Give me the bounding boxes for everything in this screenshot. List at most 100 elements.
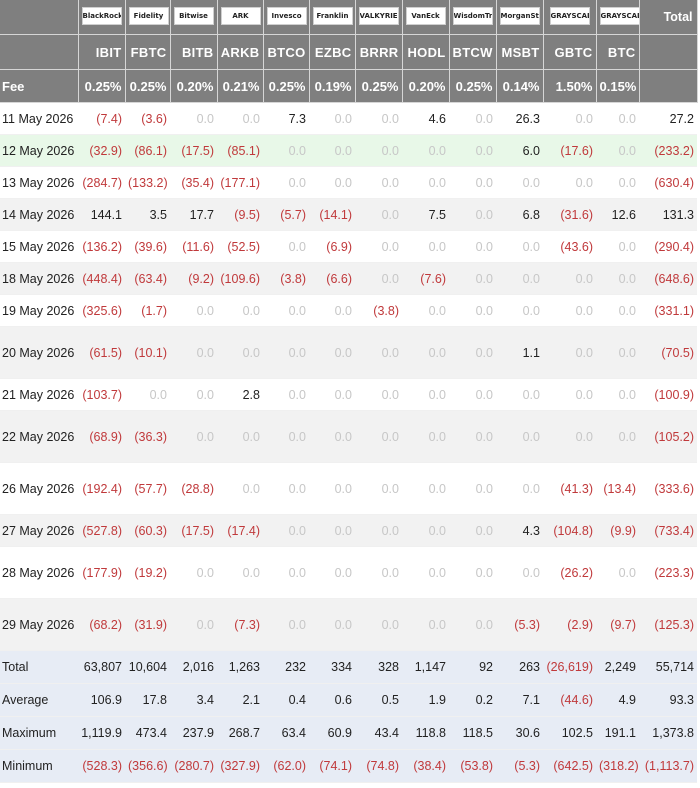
flow-cell: 0.0	[263, 166, 309, 199]
flow-cell: 0.0	[170, 326, 217, 379]
flow-cell: (2.9)	[543, 598, 596, 651]
row-total: (648.6)	[639, 262, 697, 295]
fee-label: Fee	[0, 69, 79, 103]
fee-value: 0.14%	[496, 69, 544, 103]
flow-cell: 12.6	[596, 198, 639, 231]
flow-cell: 0.0	[309, 598, 355, 651]
row-date: 15 May 2026	[0, 230, 78, 263]
summary-cell: 473.4	[125, 716, 170, 750]
flow-cell: (9.9)	[596, 514, 639, 547]
flow-cell: (9.2)	[170, 262, 217, 295]
flow-cell: 0.0	[402, 134, 449, 167]
flow-cell: 1.1	[496, 326, 543, 379]
row-date: 27 May 2026	[0, 514, 78, 547]
row-total: (100.9)	[639, 378, 697, 411]
summary-cell: (44.6)	[543, 683, 596, 717]
flow-cell: 0.0	[170, 546, 217, 599]
summary-cell: 43.4	[355, 716, 402, 750]
flow-cell: (57.7)	[125, 462, 170, 515]
flow-cell: 0.0	[449, 326, 496, 379]
flow-cell: 0.0	[543, 166, 596, 199]
flow-cell: (85.1)	[217, 134, 263, 167]
flow-cell: (104.8)	[543, 514, 596, 547]
flow-cell: (11.6)	[170, 230, 217, 263]
issuer-logo: Invesco	[266, 6, 307, 25]
table-row: 22 May 2026 (68.9) (36.3) 0.0 0.0 0.0 0.0 0.0 0.…	[0, 410, 697, 463]
summary-cell: (38.4)	[402, 749, 449, 783]
row-total: (333.6)	[639, 462, 697, 515]
flow-cell: 0.0	[355, 598, 402, 651]
flow-cell: 0.0	[496, 546, 543, 599]
flow-cell: 0.0	[355, 262, 402, 295]
summary-cell: 0.6	[309, 683, 355, 717]
row-date: 28 May 2026	[0, 546, 78, 599]
flow-cell: 0.0	[263, 378, 309, 411]
flow-cell: 0.0	[596, 230, 639, 263]
flow-cell: 0.0	[263, 514, 309, 547]
summary-cell: 0.2	[449, 683, 496, 717]
issuer-logo-cell: BlackRock	[78, 0, 126, 35]
summary-cell: 1.9	[402, 683, 449, 717]
flow-cell: 0.0	[170, 378, 217, 411]
summary-cell: 17.8	[125, 683, 170, 717]
flow-cell: (284.7)	[78, 166, 125, 199]
flow-cell: (3.6)	[125, 102, 170, 135]
row-date: 26 May 2026	[0, 462, 78, 515]
flow-cell: 0.0	[449, 294, 496, 327]
issuer-logo: VALKYRIE	[358, 6, 399, 25]
table-row: 20 May 2026 (61.5) (10.1) 0.0 0.0 0.0 0.0 0.0 0.…	[0, 326, 697, 379]
issuer-logo: WisdomTree	[452, 6, 493, 25]
flow-cell: (133.2)	[125, 166, 170, 199]
flow-cell: 0.0	[449, 410, 496, 463]
summary-cell: 328	[355, 650, 402, 684]
flow-cell: 0.0	[449, 546, 496, 599]
flow-cell: 0.0	[496, 294, 543, 327]
flow-cell: 0.0	[355, 514, 402, 547]
fee-value: 0.19%	[309, 69, 356, 103]
flow-cell: 0.0	[170, 294, 217, 327]
summary-cell: (74.8)	[355, 749, 402, 783]
flow-cell: 0.0	[449, 230, 496, 263]
table-row: 13 May 2026 (284.7) (133.2) (35.4) (177.1) 0.…	[0, 166, 697, 199]
total-header: Total	[639, 0, 698, 35]
summary-row: Average 106.9 17.8 3.4 2.1 0.4 0.6 0.5 1.9 0.2 7.1…	[0, 683, 697, 717]
issuer-logo: VanEck	[405, 6, 446, 25]
issuer-logo: Franklin	[312, 6, 353, 25]
flow-cell: 0.0	[355, 326, 402, 379]
row-date: 18 May 2026	[0, 262, 78, 295]
flow-cell: 0.0	[449, 262, 496, 295]
summary-cell: (5.3)	[496, 749, 543, 783]
flow-cell: (5.3)	[496, 598, 543, 651]
row-date: 21 May 2026	[0, 378, 78, 411]
issuer-logo: Bitwise	[173, 6, 214, 25]
flow-cell: (32.9)	[78, 134, 125, 167]
summary-cell: (327.9)	[217, 749, 263, 783]
flow-cell: (43.6)	[543, 230, 596, 263]
flow-cell: 4.3	[496, 514, 543, 547]
ticker-header: GBTC	[543, 34, 597, 70]
ticker-header: BTCO	[263, 34, 310, 70]
flow-cell: 0.0	[596, 102, 639, 135]
flow-cell: 0.0	[543, 294, 596, 327]
fee-total-blank	[639, 69, 698, 103]
flow-cell: 0.0	[402, 514, 449, 547]
flow-cell: 0.0	[170, 102, 217, 135]
flow-cell: 0.0	[543, 410, 596, 463]
flow-cell: (31.6)	[543, 198, 596, 231]
table-row: 28 May 2026 (177.9) (19.2) 0.0 0.0 0.0 0.0 0.0 0…	[0, 546, 697, 599]
issuer-logo: GRAYSCALE	[549, 6, 590, 25]
flow-cell: 0.0	[449, 378, 496, 411]
flow-cell: (28.8)	[170, 462, 217, 515]
summary-cell: 237.9	[170, 716, 217, 750]
row-total: 27.2	[639, 102, 697, 135]
flow-cell: 0.0	[596, 326, 639, 379]
summary-cell: 4.9	[596, 683, 639, 717]
flow-cell: (7.6)	[402, 262, 449, 295]
summary-cell: (528.3)	[78, 749, 125, 783]
summary-cell: (356.6)	[125, 749, 170, 783]
flow-cell: 0.0	[402, 294, 449, 327]
summary-cell: 106.9	[78, 683, 125, 717]
flow-cell: (527.8)	[78, 514, 125, 547]
flow-cell: (63.4)	[125, 262, 170, 295]
